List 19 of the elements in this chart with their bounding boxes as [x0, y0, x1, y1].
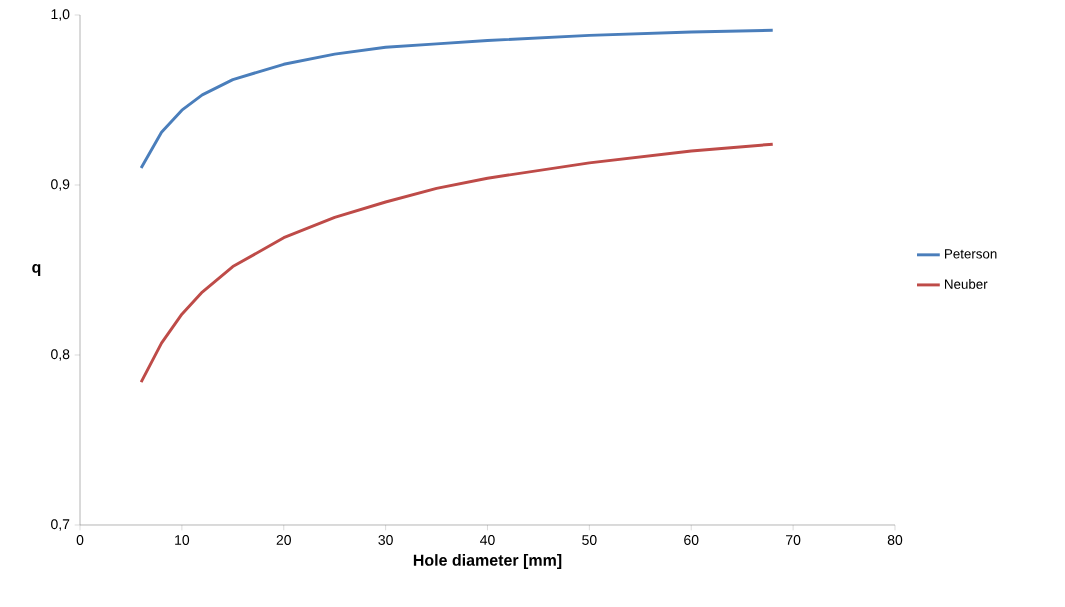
line-series: [139, 142, 775, 384]
y-tick-label: 0,9: [51, 179, 70, 191]
legend-label: Peterson: [945, 249, 997, 259]
x-tick-label: 0: [76, 535, 84, 545]
y-tick-label: 1,0: [51, 9, 70, 21]
y-axis-title: q: [32, 264, 41, 276]
x-tick-label: 10: [175, 535, 190, 545]
x-tick-label: 40: [480, 535, 495, 545]
x-tick-label: 50: [582, 535, 597, 545]
x-tick-label: 80: [887, 535, 903, 545]
y-tick-label: 0,7: [51, 519, 70, 531]
x-tick-label: 20: [276, 535, 291, 545]
x-tick-label: 60: [684, 535, 699, 545]
x-tick-label: 30: [378, 535, 393, 545]
line-series: [139, 28, 775, 170]
x-tick-label: 70: [786, 535, 801, 545]
x-axis-title: Hole diameter [mm]: [413, 554, 562, 570]
y-tick-label: 0,8: [51, 349, 70, 361]
legend-label: Neuber: [945, 279, 988, 289]
